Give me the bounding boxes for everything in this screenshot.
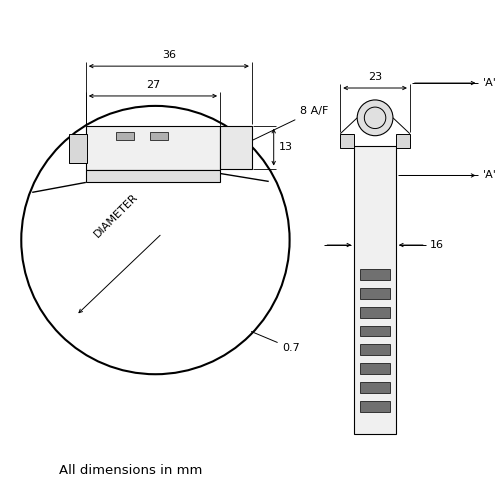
Bar	[340, 134, 354, 147]
Text: DIAMETER: DIAMETER	[92, 192, 140, 239]
Text: 'A': 'A'	[482, 78, 496, 88]
Bar	[360, 326, 390, 336]
Text: 'A': 'A'	[482, 170, 496, 180]
Text: 13: 13	[278, 142, 292, 152]
Bar	[116, 132, 134, 140]
Bar	[86, 126, 220, 170]
Bar	[396, 134, 410, 147]
Bar	[360, 382, 390, 393]
Text: 8 A/F: 8 A/F	[238, 106, 328, 148]
Text: 16: 16	[430, 240, 444, 250]
Circle shape	[357, 100, 393, 136]
Text: 0.7: 0.7	[252, 332, 300, 353]
Text: All dimensions in mm: All dimensions in mm	[59, 464, 203, 477]
Bar	[360, 344, 390, 356]
Bar	[150, 132, 168, 140]
Bar	[86, 170, 220, 182]
Text: 23: 23	[368, 72, 382, 82]
Bar	[360, 401, 390, 412]
Bar	[360, 269, 390, 280]
Bar	[69, 134, 87, 162]
Text: 27: 27	[146, 80, 160, 90]
Bar	[220, 126, 252, 168]
Bar	[360, 288, 390, 298]
Bar	[360, 306, 390, 318]
Bar	[360, 364, 390, 374]
Text: 36: 36	[162, 50, 176, 60]
Bar	[354, 146, 396, 434]
